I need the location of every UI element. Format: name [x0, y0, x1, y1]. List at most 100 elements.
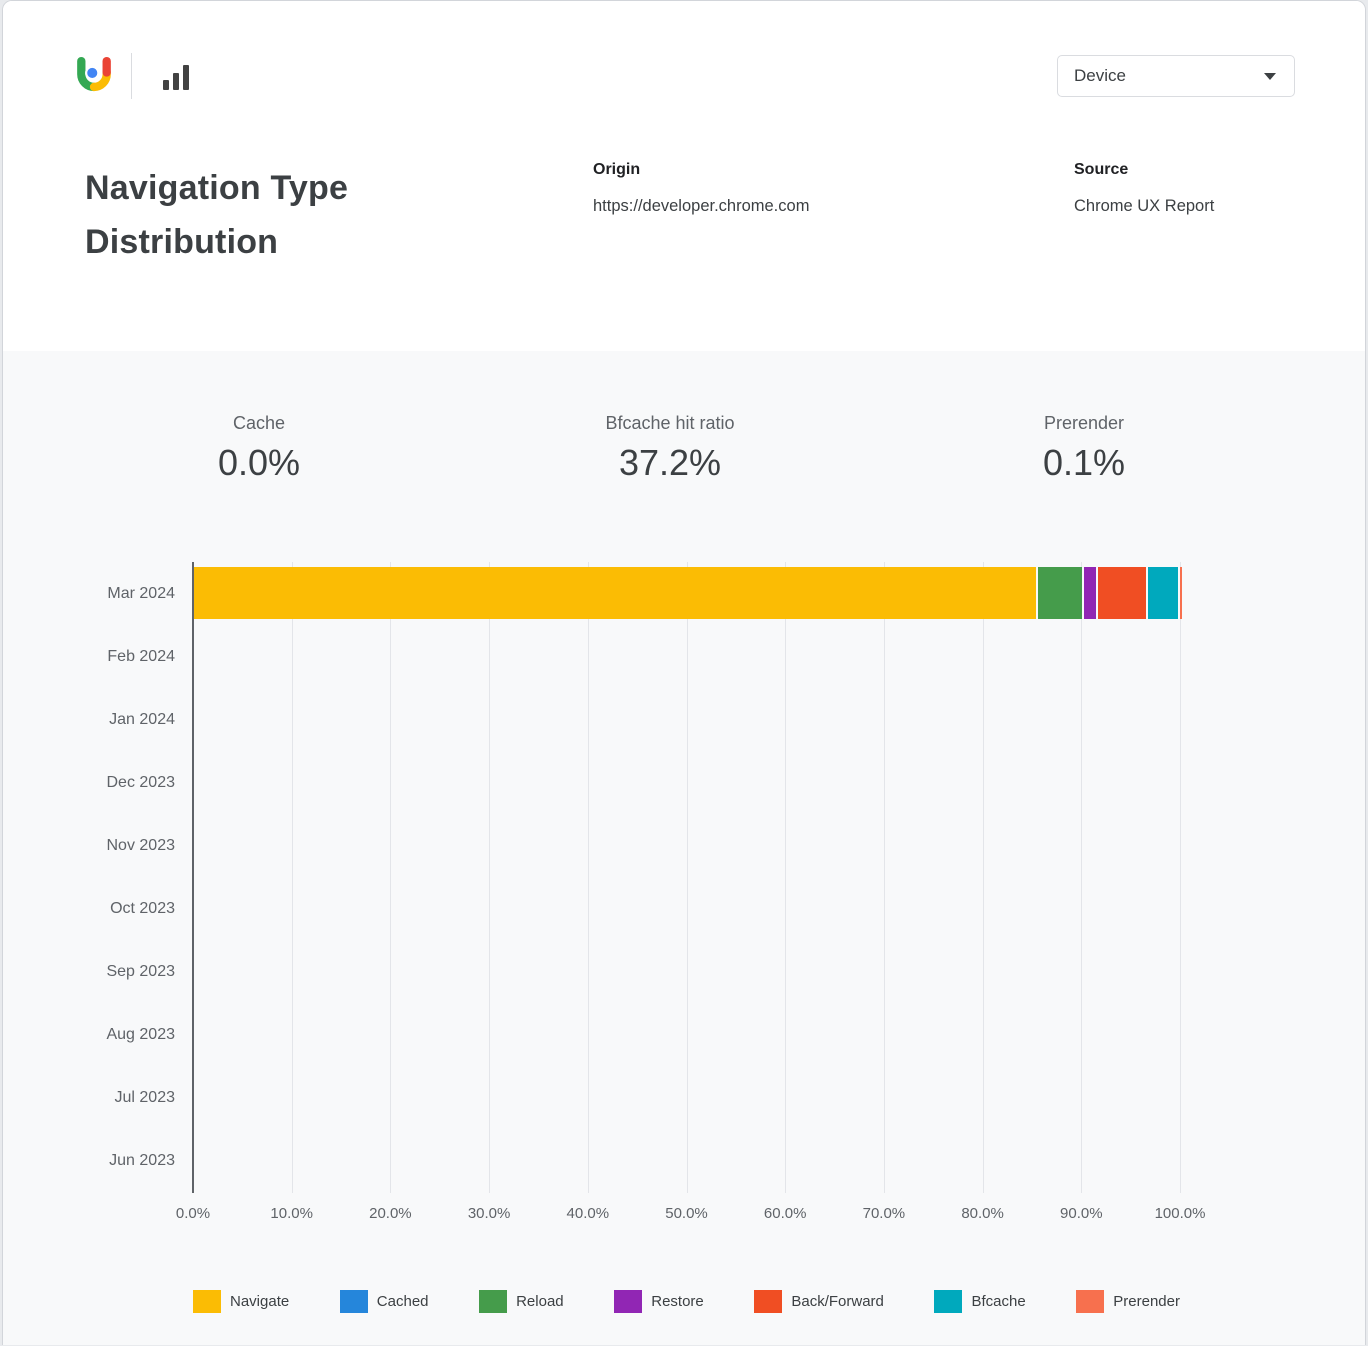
- chart-row: Feb 2024: [107, 625, 1180, 688]
- legend-label: Restore: [651, 1292, 704, 1310]
- plot-wrap: Mar 2024 Feb 2024 Jan 2024 Dec 2023 Nov 2023…: [3, 562, 1365, 1313]
- x-tick-label: 80.0%: [961, 1205, 1004, 1222]
- chart-section: Cache 0.0% Bfcache hit ratio 37.2% Prere…: [3, 351, 1365, 1345]
- source-label: Source: [1074, 161, 1129, 178]
- origin-block: Origin https://developer.chrome.com: [593, 161, 809, 216]
- legend-label: Back/Forward: [791, 1292, 884, 1310]
- legend-swatch: [754, 1289, 783, 1313]
- x-tick-label: 70.0%: [862, 1205, 906, 1222]
- chart-row: Nov 2023: [107, 814, 1180, 877]
- x-tick-label: 60.0%: [763, 1205, 807, 1222]
- legend-item-restore[interactable]: Restore: [614, 1289, 704, 1313]
- legend-label: Bfcache: [971, 1292, 1026, 1310]
- gridline: [489, 562, 491, 1193]
- chart-row: Jan 2024: [109, 688, 1180, 751]
- legend-swatch: [614, 1289, 643, 1313]
- x-tick-label: 10.0%: [270, 1205, 313, 1222]
- scorecard-prerender: Prerender 0.1%: [825, 413, 1343, 484]
- gridline: [390, 562, 392, 1193]
- gridline: [1081, 562, 1083, 1193]
- bar-segment-bfcache[interactable]: [1146, 567, 1178, 619]
- page-title: Navigation Type Distribution: [85, 169, 349, 261]
- scorecard-prerender-label: Prerender: [1043, 413, 1125, 433]
- x-tick-label: 90.0%: [1060, 1205, 1103, 1222]
- legend-swatch: [479, 1289, 508, 1313]
- legend-swatch: [339, 1289, 368, 1313]
- bar-segment-navigate[interactable]: [193, 567, 1036, 619]
- plot-area: Mar 2024 Feb 2024 Jan 2024 Dec 2023 Nov 2023…: [106, 562, 1182, 1193]
- legend-label: Cached: [376, 1292, 429, 1310]
- origin-value: https://developer.chrome.com: [593, 197, 810, 215]
- gridline: [686, 562, 688, 1193]
- chart-row: Sep 2023: [106, 941, 1180, 1004]
- gridline: [1180, 562, 1181, 1193]
- y-tick-label: Oct 2023: [110, 900, 175, 918]
- y-tick-label: Jul 2023: [114, 1089, 176, 1107]
- x-tick-label: 30.0%: [467, 1205, 511, 1222]
- scorecard-prerender-value: 0.1%: [1042, 442, 1126, 483]
- legend-swatch: [1076, 1289, 1105, 1313]
- source-block: Source Chrome UX Report: [1074, 161, 1214, 216]
- x-tick-label: 40.0%: [566, 1205, 610, 1222]
- y-tick-label: Aug 2023: [106, 1026, 175, 1044]
- chart-row: Jun 2023: [109, 1130, 1180, 1193]
- scorecard-bfcache-value: 37.2%: [618, 442, 722, 483]
- legend-label: Prerender: [1113, 1292, 1180, 1310]
- scorecard-cache-label: Cache: [232, 413, 286, 433]
- device-dropdown[interactable]: Device: [1057, 55, 1295, 97]
- crux-logo-icon: [77, 56, 111, 92]
- scorecard-bfcache-hit-ratio: Bfcache hit ratio 37.2%: [515, 413, 825, 484]
- legend-swatch: [934, 1289, 963, 1313]
- chevron-down-icon: [1264, 72, 1276, 80]
- bar-segment-back-forward[interactable]: [1096, 567, 1147, 619]
- chart-legend: Navigate Cached Reload Restore Back/Forward B…: [193, 1289, 1180, 1313]
- gridline: [982, 562, 984, 1193]
- scorecard-cache: Cache 0.0%: [3, 413, 515, 484]
- legend-item-prerender[interactable]: Prerender: [1076, 1289, 1180, 1313]
- y-tick-label: Mar 2024: [107, 584, 175, 602]
- header-divider: [131, 53, 132, 99]
- x-axis: 0.0% 10.0% 20.0% 30.0% 40.0% 50.0% 60.0% 70.0% 8…: [176, 1193, 1206, 1239]
- header: Device Navigation Type Distribution Orig…: [3, 1, 1365, 351]
- legend-item-back-forward[interactable]: Back/Forward: [754, 1289, 884, 1313]
- legend-item-cached[interactable]: Cached: [339, 1289, 429, 1313]
- legend-item-bfcache[interactable]: Bfcache: [934, 1289, 1026, 1313]
- chart-row: Jul 2023: [115, 1067, 1180, 1130]
- y-tick-label: Feb 2024: [107, 647, 175, 665]
- x-tick-label: 50.0%: [665, 1205, 708, 1222]
- scorecards: Cache 0.0% Bfcache hit ratio 37.2% Prere…: [3, 351, 1365, 484]
- chart-row: Mar 2024: [107, 562, 1182, 625]
- y-tick-label: Jun 2023: [109, 1152, 175, 1170]
- bar-chart-icon: [163, 65, 189, 90]
- stacked-bar: [193, 567, 1182, 619]
- bar-segment-reload[interactable]: [1035, 567, 1083, 619]
- x-tick-label: 100.0%: [1154, 1205, 1206, 1222]
- source-value: Chrome UX Report: [1074, 197, 1215, 215]
- gridline: [587, 562, 589, 1193]
- device-dropdown-value: Device: [1074, 66, 1126, 85]
- chart-row: Oct 2023: [110, 878, 1180, 941]
- legend-label: Reload: [516, 1292, 564, 1310]
- y-tick-label: Nov 2023: [106, 836, 176, 854]
- chart-row: Dec 2023: [107, 751, 1180, 814]
- y-tick-label: Dec 2023: [106, 773, 176, 791]
- legend-swatch: [193, 1289, 221, 1313]
- gridline: [883, 562, 885, 1193]
- bar-segment-restore[interactable]: [1082, 567, 1097, 619]
- scorecard-cache-value: 0.0%: [217, 442, 301, 483]
- y-tick-label: Jan 2024: [109, 710, 175, 728]
- legend-item-reload[interactable]: Reload: [479, 1289, 564, 1313]
- gridline: [785, 562, 787, 1193]
- gridline: [291, 562, 293, 1193]
- origin-label: Origin: [593, 161, 641, 178]
- x-tick-label: 20.0%: [369, 1205, 412, 1222]
- y-tick-label: Sep 2023: [106, 963, 175, 981]
- scorecard-bfcache-label: Bfcache hit ratio: [605, 413, 735, 433]
- chart-row: Aug 2023: [106, 1004, 1180, 1067]
- legend-item-navigate[interactable]: Navigate: [193, 1289, 290, 1313]
- x-tick-label: 0.0%: [175, 1205, 211, 1222]
- bar-segment-prerender[interactable]: [1177, 567, 1182, 619]
- y-axis-line: [192, 562, 194, 1193]
- legend-label: Navigate: [230, 1292, 290, 1310]
